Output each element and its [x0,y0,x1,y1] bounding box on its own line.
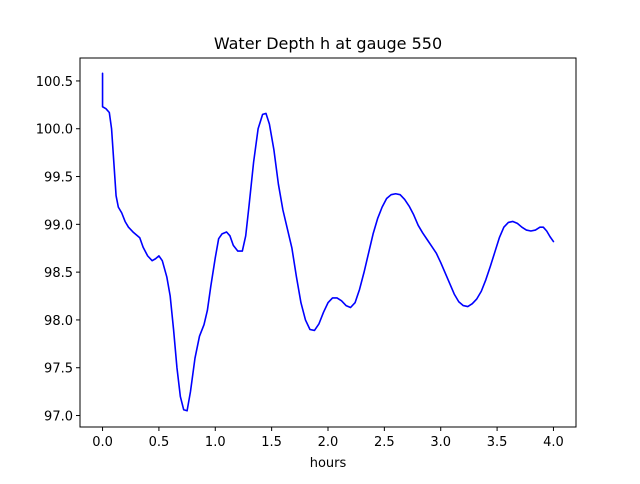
x-tick-label: 1.5 [261,435,282,450]
x-tick-label: 2.5 [374,435,395,450]
series-line [101,72,555,412]
x-axis-label: hours [310,456,347,471]
y-tick-label: 97.0 [44,410,73,425]
y-tick-label: 100.0 [36,123,73,138]
x-tick-label: 0.0 [92,435,113,450]
plot-area-frame [79,57,577,428]
x-tick-label: 1.0 [205,435,226,450]
y-tick-label: 97.5 [44,362,73,377]
x-tick-label: 4.0 [543,435,564,450]
axis-ticks: 0.0 0.5 1.0 1.5 2.0 2.5 3.0 3.5 4.0 97.0 97.5 98.0 9… [36,75,564,450]
x-tick-label: 3.0 [430,435,451,450]
y-tick-label: 98.5 [44,266,73,281]
x-tick-label: 3.5 [487,435,508,450]
y-tick-label: 99.0 [44,218,73,233]
y-tick-label: 99.5 [44,171,73,186]
y-tick-label: 98.0 [44,314,73,329]
x-tick-label: 2.0 [318,435,339,450]
chart-title: Water Depth h at gauge 550 [214,34,442,53]
y-tick-label: 100.5 [36,75,73,90]
x-tick-label: 0.5 [149,435,170,450]
series-group [101,72,555,412]
